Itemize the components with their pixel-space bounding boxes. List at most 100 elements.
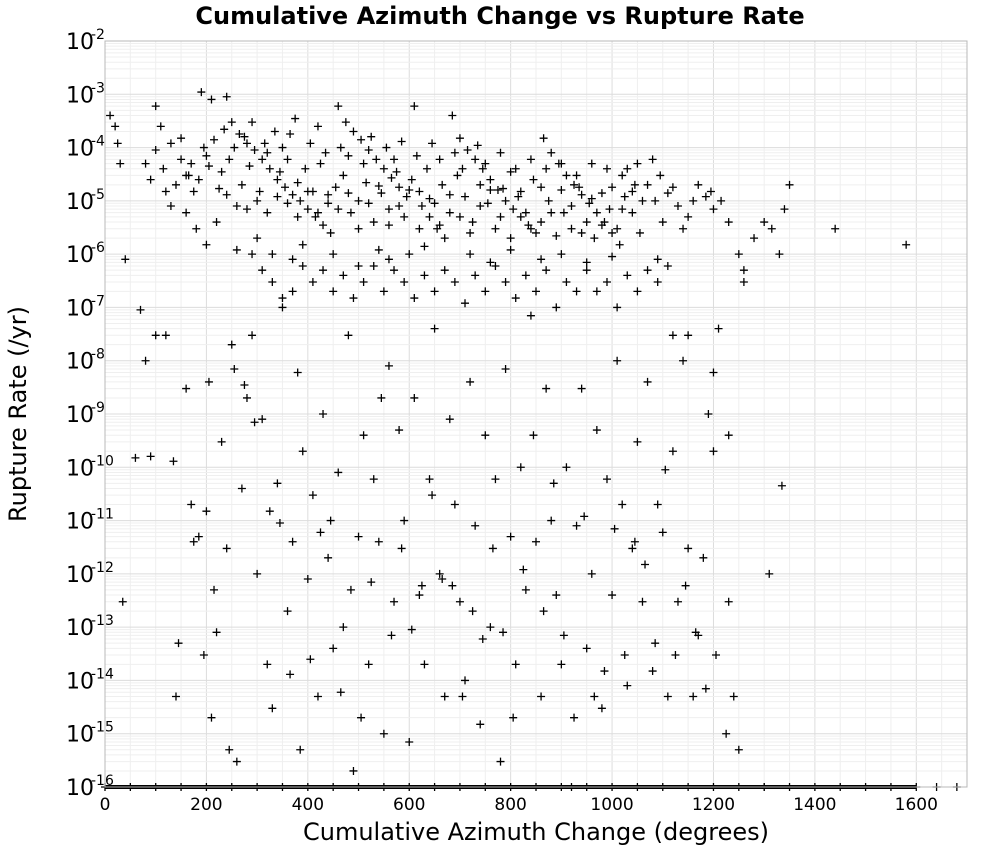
data-point bbox=[486, 185, 495, 194]
data-point bbox=[336, 143, 345, 152]
data-point bbox=[529, 175, 538, 184]
data-point bbox=[283, 607, 292, 616]
data-point bbox=[501, 196, 510, 205]
data-point bbox=[445, 208, 454, 217]
y-tick-label: 10 bbox=[66, 137, 94, 162]
data-point bbox=[684, 544, 693, 553]
data-point bbox=[605, 205, 614, 214]
data-point bbox=[486, 175, 495, 184]
data-point bbox=[557, 185, 566, 194]
data-point bbox=[709, 368, 718, 377]
data-point bbox=[635, 228, 644, 237]
data-point bbox=[526, 224, 535, 233]
data-point bbox=[405, 185, 414, 194]
data-point bbox=[296, 196, 305, 205]
data-point bbox=[679, 356, 688, 365]
data-point bbox=[141, 159, 150, 168]
data-point bbox=[496, 148, 505, 157]
data-point bbox=[661, 465, 670, 474]
data-point bbox=[422, 164, 431, 173]
data-point bbox=[902, 240, 911, 249]
data-point bbox=[623, 681, 632, 690]
data-point bbox=[633, 437, 642, 446]
y-tick-exponent: -6 bbox=[91, 240, 105, 256]
data-point bbox=[724, 431, 733, 440]
x-tick-label: 1000 bbox=[590, 795, 633, 815]
data-point bbox=[709, 447, 718, 456]
data-point bbox=[717, 196, 726, 205]
y-tick-label: 10 bbox=[66, 190, 94, 215]
data-point bbox=[706, 187, 715, 196]
data-point bbox=[529, 431, 538, 440]
data-point bbox=[374, 182, 383, 191]
data-point bbox=[478, 164, 487, 173]
data-point bbox=[324, 190, 333, 199]
data-point bbox=[359, 159, 368, 168]
data-point bbox=[521, 271, 530, 280]
data-point bbox=[369, 261, 378, 270]
data-point bbox=[663, 261, 672, 270]
data-point bbox=[552, 303, 561, 312]
data-point bbox=[684, 212, 693, 221]
data-point bbox=[400, 516, 409, 525]
data-point bbox=[308, 278, 317, 287]
data-point bbox=[455, 597, 464, 606]
data-point bbox=[319, 221, 328, 230]
y-tick-exponent: -13 bbox=[91, 613, 114, 629]
data-point bbox=[582, 218, 591, 227]
data-point bbox=[303, 205, 312, 214]
y-tick-exponent: -2 bbox=[91, 27, 105, 43]
data-point bbox=[390, 155, 399, 164]
data-point bbox=[734, 250, 743, 259]
data-point bbox=[549, 479, 558, 488]
data-point bbox=[509, 205, 518, 214]
data-point bbox=[620, 651, 629, 660]
data-point bbox=[430, 324, 439, 333]
data-point bbox=[521, 585, 530, 594]
data-point bbox=[592, 426, 601, 435]
data-point bbox=[182, 384, 191, 393]
data-point bbox=[364, 146, 373, 155]
data-point bbox=[542, 164, 551, 173]
data-point bbox=[116, 159, 125, 168]
data-point bbox=[577, 228, 586, 237]
data-point bbox=[265, 164, 274, 173]
y-tick-exponent: -10 bbox=[91, 453, 114, 469]
data-point bbox=[113, 139, 122, 148]
data-point bbox=[491, 475, 500, 484]
data-point bbox=[301, 164, 310, 173]
data-point bbox=[567, 202, 576, 211]
data-point bbox=[461, 299, 470, 308]
data-point bbox=[468, 607, 477, 616]
data-point bbox=[577, 384, 586, 393]
data-point bbox=[440, 266, 449, 275]
data-point bbox=[547, 208, 556, 217]
data-point bbox=[232, 245, 241, 254]
data-point bbox=[734, 745, 743, 754]
data-point bbox=[613, 303, 622, 312]
data-point bbox=[177, 155, 186, 164]
data-point bbox=[488, 544, 497, 553]
data-point bbox=[653, 500, 662, 509]
data-point bbox=[222, 544, 231, 553]
data-point bbox=[395, 183, 404, 192]
data-point bbox=[628, 187, 637, 196]
data-point bbox=[668, 331, 677, 340]
data-point bbox=[582, 644, 591, 653]
data-point bbox=[471, 521, 480, 530]
data-point bbox=[473, 141, 482, 150]
data-point bbox=[242, 205, 251, 214]
data-point bbox=[435, 155, 444, 164]
data-point bbox=[653, 255, 662, 264]
data-point bbox=[511, 294, 520, 303]
data-point bbox=[694, 180, 703, 189]
data-point bbox=[539, 607, 548, 616]
data-point bbox=[499, 628, 508, 637]
data-point bbox=[466, 228, 475, 237]
data-point bbox=[461, 676, 470, 685]
y-tick-label: 10 bbox=[66, 243, 94, 268]
data-point bbox=[298, 261, 307, 270]
data-point bbox=[448, 111, 457, 120]
data-point bbox=[592, 287, 601, 296]
